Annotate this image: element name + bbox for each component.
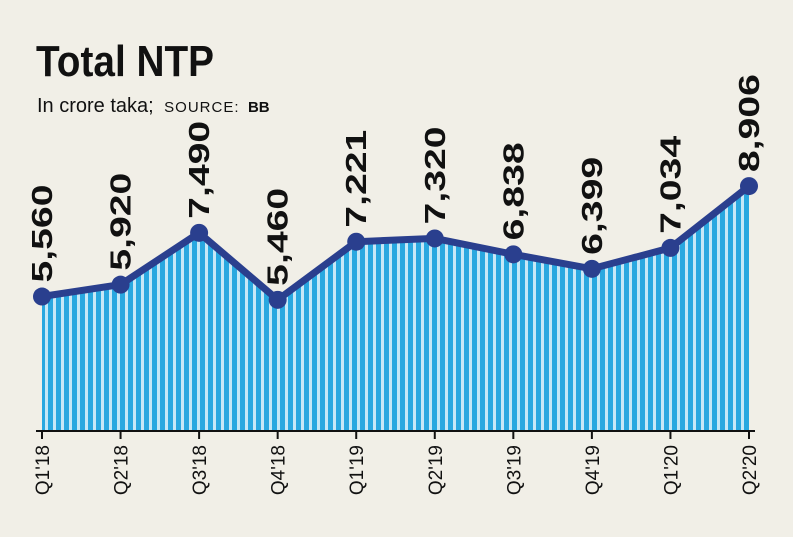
data-point-marker [504, 245, 523, 264]
data-value-label: 5,560 [27, 185, 59, 283]
x-axis-ticks [41, 431, 750, 439]
area-fill [42, 186, 749, 431]
x-tick-label: Q2'20 [740, 445, 761, 495]
data-value-label: 5,460 [263, 188, 295, 286]
data-value-labels: 5,560 5,920 7,490 5,460 7,221 7,320 6,838 6,399… [27, 74, 766, 286]
x-tick-label: Q1'20 [661, 445, 682, 495]
x-tick-label: Q1'18 [33, 445, 54, 495]
data-value-label: 5,920 [106, 173, 138, 271]
data-value-label: 7,490 [184, 121, 216, 219]
x-tick-label: Q3'18 [190, 445, 211, 495]
data-point-marker [425, 229, 444, 248]
chart-title: Total NTP [36, 37, 214, 86]
x-tick-label: Q3'19 [504, 445, 525, 495]
data-point-marker [268, 290, 287, 309]
x-tick-label: Q4'18 [269, 445, 290, 495]
data-point-marker [347, 232, 366, 251]
data-markers [33, 177, 758, 309]
chart-subtitle: In crore taka; SOURCE: BB [37, 95, 270, 117]
x-axis-tick-labels: Q1'18 Q2'18 Q3'18 Q4'18 Q1'19 Q2'19 Q3'19 Q4'19… [33, 445, 761, 495]
x-tick-label: Q2'19 [426, 445, 447, 495]
data-value-label: 8,906 [734, 74, 766, 172]
data-point-marker [661, 238, 680, 257]
data-value-label: 6,399 [577, 157, 609, 255]
data-value-label: 7,034 [655, 136, 687, 234]
data-value-label: 6,838 [498, 142, 530, 240]
series-line [41, 183, 752, 304]
data-value-label: 7,320 [420, 126, 452, 224]
data-point-marker [111, 275, 130, 294]
data-value-label: 7,221 [341, 130, 373, 228]
unit-label: In crore taka; [37, 95, 154, 117]
data-point-marker [582, 259, 601, 278]
source-label: SOURCE: [164, 99, 239, 116]
data-point-marker [33, 287, 51, 306]
source-value: BB [248, 99, 270, 116]
data-point-marker [190, 223, 209, 242]
x-tick-label: Q4'19 [583, 445, 604, 495]
x-tick-label: Q2'18 [112, 445, 133, 495]
x-tick-label: Q1'19 [347, 445, 368, 495]
data-point-marker [740, 177, 758, 196]
